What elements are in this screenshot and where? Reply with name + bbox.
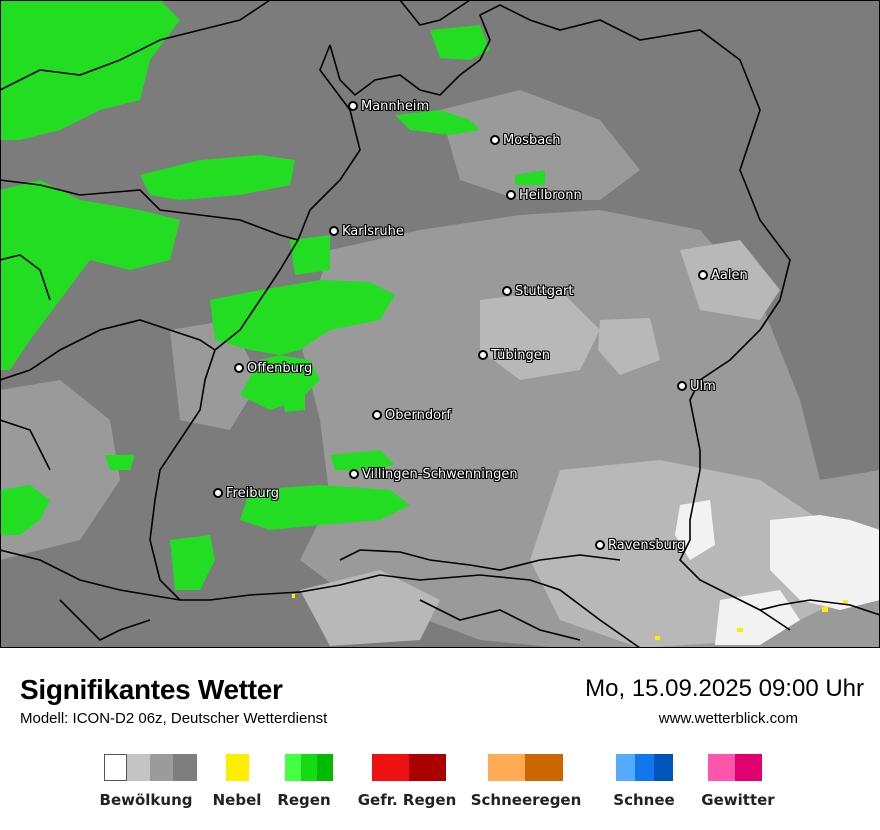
- swatch: [301, 754, 317, 781]
- swatch: [488, 754, 525, 781]
- legend-label: Gewitter: [701, 791, 775, 809]
- city-dot: [506, 189, 516, 200]
- swatch: [317, 754, 333, 781]
- legend-swatches: [488, 754, 563, 781]
- city-label: Freiburg: [226, 486, 280, 501]
- swatch: [616, 754, 635, 781]
- legend-swatches: [104, 754, 197, 781]
- swatch: [635, 754, 654, 781]
- city-dot: [372, 409, 382, 420]
- city-dot: [677, 380, 687, 391]
- legend-label: Gefr. Regen: [357, 791, 457, 809]
- legend-nebel: Nebel: [213, 754, 261, 809]
- forecast-datetime: Mo, 15.09.2025 09:00 Uhr: [585, 675, 864, 702]
- city-label: Ulm: [690, 379, 716, 394]
- legend-bewoelkung: Bewölkung: [100, 754, 197, 809]
- fog-layer: [292, 594, 848, 640]
- swatch: [104, 754, 127, 781]
- city-dot: [348, 100, 358, 111]
- city-stuttgart: Stuttgart: [502, 284, 573, 300]
- swatch: [285, 754, 301, 781]
- city-dot: [595, 539, 605, 550]
- city-dot: [478, 349, 488, 360]
- city-dot: [213, 487, 223, 498]
- swatch: [708, 754, 735, 781]
- legend-regen: Regen: [277, 754, 333, 809]
- city-tuebingen: Tübingen: [478, 348, 550, 364]
- cloud-cover-white: [675, 500, 880, 645]
- city-label: Heilbronn: [519, 188, 582, 203]
- city-heilbronn: Heilbronn: [506, 188, 582, 204]
- city-dot: [502, 285, 512, 296]
- city-label: Ravensburg: [608, 538, 686, 553]
- legend-schnee: Schnee: [613, 754, 675, 809]
- city-label: Oberndorf: [385, 408, 451, 423]
- swatch: [150, 754, 173, 781]
- city-ulm: Ulm: [677, 379, 716, 395]
- legend-label: Schnee: [613, 791, 675, 809]
- legend: Bewölkung Nebel Regen Gefr. Regen: [0, 754, 880, 814]
- legend-swatches: [616, 754, 673, 781]
- legend-swatches: [226, 754, 249, 781]
- city-label: Mannheim: [361, 99, 430, 114]
- legend-gefr-regen: Gefr. Regen: [358, 754, 456, 809]
- city-dot: [698, 269, 708, 280]
- city-ravensburg: Ravensburg: [595, 538, 685, 554]
- city-label: Karlsruhe: [342, 224, 404, 239]
- swatch: [127, 754, 150, 781]
- city-dot: [490, 134, 500, 145]
- swatch: [226, 754, 249, 781]
- city-dot: [349, 468, 359, 479]
- city-label: Aalen: [711, 268, 748, 283]
- legend-label: Regen: [277, 791, 331, 809]
- footer: Signifikantes Wetter Modell: ICON-D2 06z…: [0, 648, 880, 830]
- legend-label: Schneeregen: [470, 791, 582, 809]
- city-label: Stuttgart: [515, 284, 574, 299]
- legend-label: Bewölkung: [99, 791, 193, 809]
- city-dot: [329, 225, 339, 236]
- swatch: [735, 754, 762, 781]
- legend-schneeregen: Schneeregen: [471, 754, 581, 809]
- city-aalen: Aalen: [698, 268, 748, 284]
- city-label: Offenburg: [247, 361, 313, 376]
- legend-swatches: [708, 754, 762, 781]
- city-villingen-schwenningen: Villingen-Schwenningen: [349, 467, 518, 483]
- rain-layer: [0, 0, 545, 590]
- city-mannheim: Mannheim: [348, 99, 429, 115]
- legend-swatches: [285, 754, 333, 781]
- city-label: Villingen-Schwenningen: [362, 467, 518, 482]
- weather-map: [0, 0, 880, 648]
- legend-swatches: [372, 754, 446, 781]
- page-title: Signifikantes Wetter: [20, 674, 283, 705]
- swatch: [173, 754, 197, 781]
- city-label: Mosbach: [503, 133, 561, 148]
- legend-gewitter: Gewitter: [701, 754, 775, 809]
- legend-label: Nebel: [212, 791, 262, 809]
- city-label: Tübingen: [491, 348, 550, 363]
- website-url[interactable]: www.wetterblick.com: [658, 710, 798, 727]
- city-offenburg: Offenburg: [234, 361, 312, 377]
- swatch: [372, 754, 409, 781]
- swatch: [654, 754, 673, 781]
- model-source: Modell: ICON-D2 06z, Deutscher Wetterdie…: [20, 710, 328, 727]
- city-oberndorf: Oberndorf: [372, 408, 451, 424]
- city-dot: [234, 362, 244, 373]
- swatch: [525, 754, 563, 781]
- city-mosbach: Mosbach: [490, 133, 561, 149]
- swatch: [409, 754, 446, 781]
- city-freiburg: Freiburg: [213, 486, 279, 502]
- borders-layer: [0, 0, 880, 648]
- city-karlsruhe: Karlsruhe: [329, 224, 404, 240]
